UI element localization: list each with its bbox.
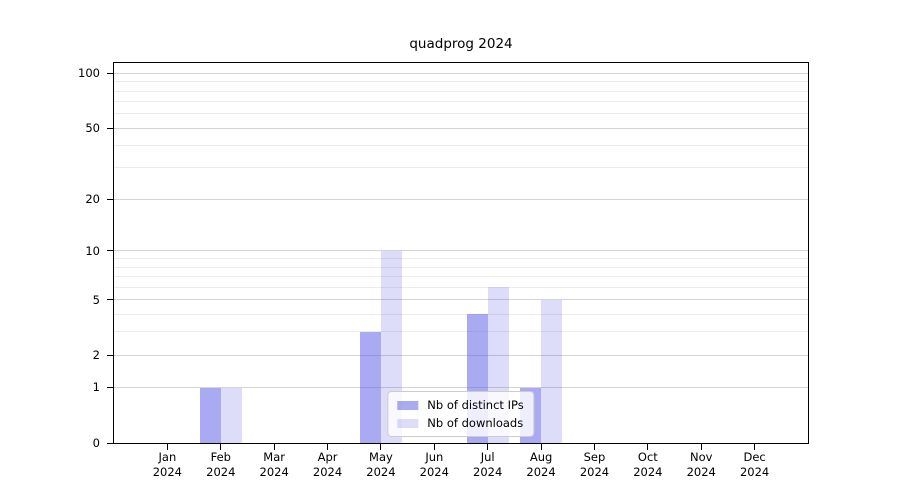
x-tick-month: Jun <box>425 450 444 464</box>
x-tick-mark <box>754 444 756 450</box>
plot-area: Nb of distinct IPs Nb of downloads <box>113 62 809 444</box>
bar-feb-downloads <box>220 387 242 443</box>
x-tick-month: Jan <box>158 450 177 464</box>
x-tick-year: 2024 <box>312 465 343 479</box>
x-tick-month: Mar <box>263 450 285 464</box>
legend-patch-icon <box>397 400 419 410</box>
x-tick-year: 2024 <box>686 465 716 479</box>
x-tick-month: Aug <box>529 450 553 464</box>
legend-label: Nb of downloads <box>427 416 524 430</box>
x-tick-year: 2024 <box>419 465 449 479</box>
y-gridline-minor <box>114 258 808 260</box>
x-tick-mark <box>540 444 542 450</box>
x-tick-label-jan: Jan 2024 <box>135 450 199 480</box>
y-gridline-minor <box>114 313 808 315</box>
x-tick-label-sep: Sep 2024 <box>562 450 626 480</box>
x-tick-year: 2024 <box>366 465 396 479</box>
x-tick-mark <box>487 444 489 450</box>
y-tick-mark <box>107 250 113 252</box>
y-tick-mark <box>107 198 113 200</box>
x-tick-year: 2024 <box>206 465 236 479</box>
chart-title: quadprog 2024 <box>409 36 513 52</box>
x-tick-mark <box>273 444 275 450</box>
x-tick-label-nov: Nov 2024 <box>669 450 733 480</box>
x-tick-year: 2024 <box>152 465 183 479</box>
x-tick-label-feb: Feb 2024 <box>189 450 253 480</box>
y-gridline-minor <box>114 286 808 288</box>
x-tick-month: Oct <box>637 450 658 464</box>
x-tick-label-mar: Mar 2024 <box>242 450 306 480</box>
x-tick-month: Feb <box>210 450 231 464</box>
x-tick-mark <box>327 444 329 450</box>
y-gridline-minor <box>114 266 808 268</box>
y-tick-mark <box>107 127 113 129</box>
legend-row: Nb of downloads <box>397 416 523 430</box>
bar-may-distinct-ips <box>359 331 381 443</box>
legend-row: Nb of distinct IPs <box>397 398 524 412</box>
x-tick-year: 2024 <box>526 465 556 479</box>
y-tick-mark <box>107 442 113 444</box>
x-tick-mark <box>220 444 222 450</box>
x-tick-label-may: May 2024 <box>349 450 413 480</box>
bar-aug-downloads <box>541 299 563 443</box>
y-gridline-minor <box>114 145 808 147</box>
legend-label: Nb of distinct IPs <box>427 398 524 412</box>
y-gridline-major <box>114 198 808 200</box>
y-gridline-minor <box>114 101 808 103</box>
x-tick-year: 2024 <box>739 465 770 479</box>
y-tick-label: 2 <box>92 348 100 363</box>
bar-feb-distinct-ips <box>199 387 221 443</box>
y-tick-mark <box>107 72 113 74</box>
x-tick-month: Nov <box>689 450 713 464</box>
y-gridline-minor <box>114 275 808 277</box>
x-tick-mark <box>700 444 702 450</box>
x-tick-month: Jul <box>480 450 495 464</box>
y-gridline-major <box>114 354 808 356</box>
x-tick-label-apr: Apr 2024 <box>296 450 360 480</box>
y-tick-label: 100 <box>78 66 100 81</box>
x-tick-year: 2024 <box>259 465 289 479</box>
x-tick-label-jun: Jun 2024 <box>402 450 466 480</box>
y-tick-label: 0 <box>92 436 100 450</box>
x-tick-mark <box>593 444 595 450</box>
y-gridline-major <box>114 299 808 300</box>
legend: Nb of distinct IPs Nb of downloads <box>387 391 535 437</box>
x-tick-year: 2024 <box>579 465 610 479</box>
y-tick-mark <box>107 299 113 300</box>
x-tick-label-oct: Oct 2024 <box>616 450 680 480</box>
x-tick-mark <box>166 444 168 450</box>
y-gridline-minor <box>114 81 808 83</box>
y-gridline-minor <box>114 167 808 169</box>
y-tick-mark <box>107 386 113 388</box>
x-tick-month: May <box>369 450 393 464</box>
y-tick-label: 20 <box>85 192 100 207</box>
y-gridline-minor <box>114 90 808 92</box>
y-gridline-minor <box>114 113 808 115</box>
y-gridline-major <box>114 72 808 74</box>
x-tick-year: 2024 <box>633 465 663 479</box>
y-gridline-major <box>114 127 808 129</box>
x-tick-year: 2024 <box>473 465 503 479</box>
y-tick-label: 5 <box>92 292 100 307</box>
y-gridline-major <box>114 386 808 388</box>
y-tick-label: 10 <box>85 243 100 258</box>
y-tick-label: 50 <box>85 121 100 136</box>
x-tick-month: Apr <box>317 450 338 464</box>
x-tick-month: Dec <box>743 450 766 464</box>
y-tick-mark <box>107 354 113 356</box>
x-tick-mark <box>380 444 382 450</box>
y-gridline-major <box>114 250 808 252</box>
x-tick-mark <box>647 444 649 450</box>
legend-patch-icon <box>397 418 419 428</box>
x-tick-month: Sep <box>583 450 606 464</box>
x-tick-mark <box>433 444 435 450</box>
x-tick-label-jul: Jul 2024 <box>456 450 520 480</box>
x-tick-label-dec: Dec 2024 <box>723 450 787 480</box>
y-gridline-minor <box>114 331 808 333</box>
y-tick-label: 1 <box>92 380 100 395</box>
x-tick-label-aug: Aug 2024 <box>509 450 573 480</box>
